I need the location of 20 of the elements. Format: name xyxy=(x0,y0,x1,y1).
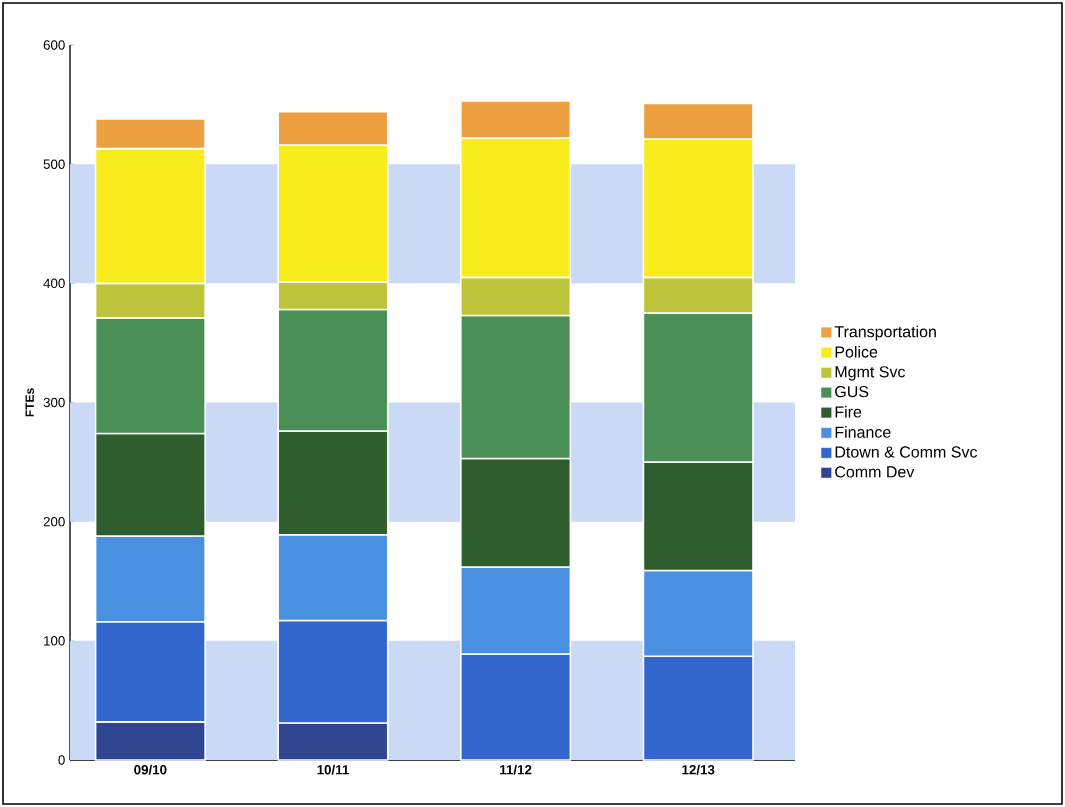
y-axis-title: FTEs xyxy=(25,388,34,417)
legend-label: Police xyxy=(835,345,878,358)
legend-label: Transportation xyxy=(834,325,936,341)
y-tick-label: 600 xyxy=(43,40,65,50)
x-tick-label: 11/12 xyxy=(500,764,532,775)
legend-label: GUS xyxy=(835,385,869,398)
x-tick-label: 09/10 xyxy=(134,764,167,775)
x-tick-label: 12/13 xyxy=(682,764,715,775)
y-tick-label: 200 xyxy=(43,516,65,527)
y-tick-label: 100 xyxy=(44,636,65,646)
legend-label: Mgmt Svc xyxy=(835,366,906,381)
y-tick-label: 300 xyxy=(43,397,65,408)
legend-label: Fire xyxy=(835,405,862,418)
legend-label: Finance xyxy=(835,426,891,438)
y-tick-label: 500 xyxy=(43,159,65,169)
y-tick-label: 0 xyxy=(58,755,65,765)
legend-label: Comm Dev xyxy=(835,466,915,478)
legend-label: Dtown & Comm Svc xyxy=(835,446,978,458)
y-tick-label: 400 xyxy=(43,278,65,289)
x-tick-label: 10/11 xyxy=(317,764,349,775)
